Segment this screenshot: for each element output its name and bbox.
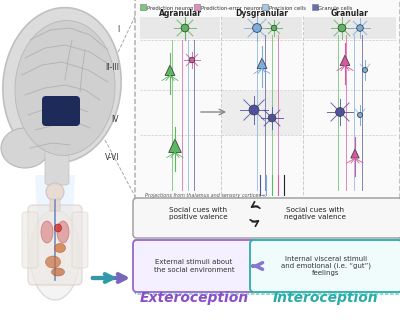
Ellipse shape	[54, 243, 66, 252]
FancyBboxPatch shape	[22, 212, 38, 268]
FancyBboxPatch shape	[304, 17, 396, 39]
Ellipse shape	[54, 224, 62, 232]
Polygon shape	[35, 175, 75, 235]
Text: Granular: Granular	[331, 10, 369, 18]
Text: Agranular: Agranular	[158, 10, 202, 18]
Circle shape	[249, 105, 259, 115]
Text: IV: IV	[112, 115, 119, 124]
Circle shape	[357, 25, 363, 31]
FancyBboxPatch shape	[42, 96, 80, 126]
Text: External stimuli about
the social environment: External stimuli about the social enviro…	[154, 260, 234, 272]
Circle shape	[189, 57, 195, 63]
Polygon shape	[340, 55, 350, 65]
Polygon shape	[257, 58, 267, 68]
Text: Interoception: Interoception	[273, 291, 379, 305]
Text: Internal visceral stimuli
and emotional (i.e. “gut”)
feelings: Internal visceral stimuli and emotional …	[281, 256, 371, 276]
FancyBboxPatch shape	[50, 199, 60, 211]
Circle shape	[46, 183, 64, 201]
Polygon shape	[351, 149, 359, 158]
FancyBboxPatch shape	[222, 91, 302, 135]
FancyBboxPatch shape	[194, 4, 200, 10]
Text: Projections from thalamus and sensory cortices→:: Projections from thalamus and sensory co…	[145, 193, 267, 198]
Text: II-III: II-III	[105, 63, 119, 72]
FancyBboxPatch shape	[140, 4, 146, 10]
FancyBboxPatch shape	[250, 240, 400, 292]
Circle shape	[253, 24, 262, 32]
Ellipse shape	[3, 8, 121, 163]
Circle shape	[336, 108, 344, 116]
Ellipse shape	[1, 128, 49, 168]
Ellipse shape	[55, 107, 73, 119]
Text: Social cues with
positive valence: Social cues with positive valence	[169, 208, 227, 220]
Polygon shape	[43, 235, 67, 285]
Text: Social cues with
negative valence: Social cues with negative valence	[284, 208, 346, 220]
Text: Granule cells: Granule cells	[318, 6, 353, 11]
Circle shape	[181, 24, 189, 32]
Text: V-VI: V-VI	[104, 154, 119, 163]
Text: Prediction neuron: Prediction neuron	[147, 6, 194, 11]
FancyBboxPatch shape	[133, 198, 400, 238]
Ellipse shape	[15, 20, 115, 156]
FancyBboxPatch shape	[45, 149, 69, 185]
FancyBboxPatch shape	[133, 240, 255, 292]
Ellipse shape	[57, 221, 69, 243]
Text: Exteroception: Exteroception	[140, 291, 248, 305]
Circle shape	[358, 113, 362, 117]
Polygon shape	[165, 65, 175, 75]
Polygon shape	[169, 139, 181, 153]
FancyBboxPatch shape	[222, 17, 302, 39]
Circle shape	[362, 67, 368, 72]
FancyBboxPatch shape	[72, 212, 88, 268]
Circle shape	[268, 114, 276, 122]
Ellipse shape	[52, 268, 64, 276]
Circle shape	[271, 25, 277, 31]
FancyBboxPatch shape	[28, 205, 82, 285]
Circle shape	[338, 24, 346, 32]
Ellipse shape	[41, 221, 53, 243]
Ellipse shape	[46, 256, 60, 268]
Ellipse shape	[30, 210, 80, 300]
Text: Prediction-error neuron: Prediction-error neuron	[201, 6, 262, 11]
FancyBboxPatch shape	[312, 4, 318, 10]
Text: Dysgranular: Dysgranular	[236, 10, 288, 18]
FancyBboxPatch shape	[262, 4, 268, 10]
Text: Precision cells: Precision cells	[269, 6, 306, 11]
FancyBboxPatch shape	[135, 0, 400, 201]
Text: I: I	[117, 24, 119, 34]
FancyBboxPatch shape	[140, 17, 220, 39]
